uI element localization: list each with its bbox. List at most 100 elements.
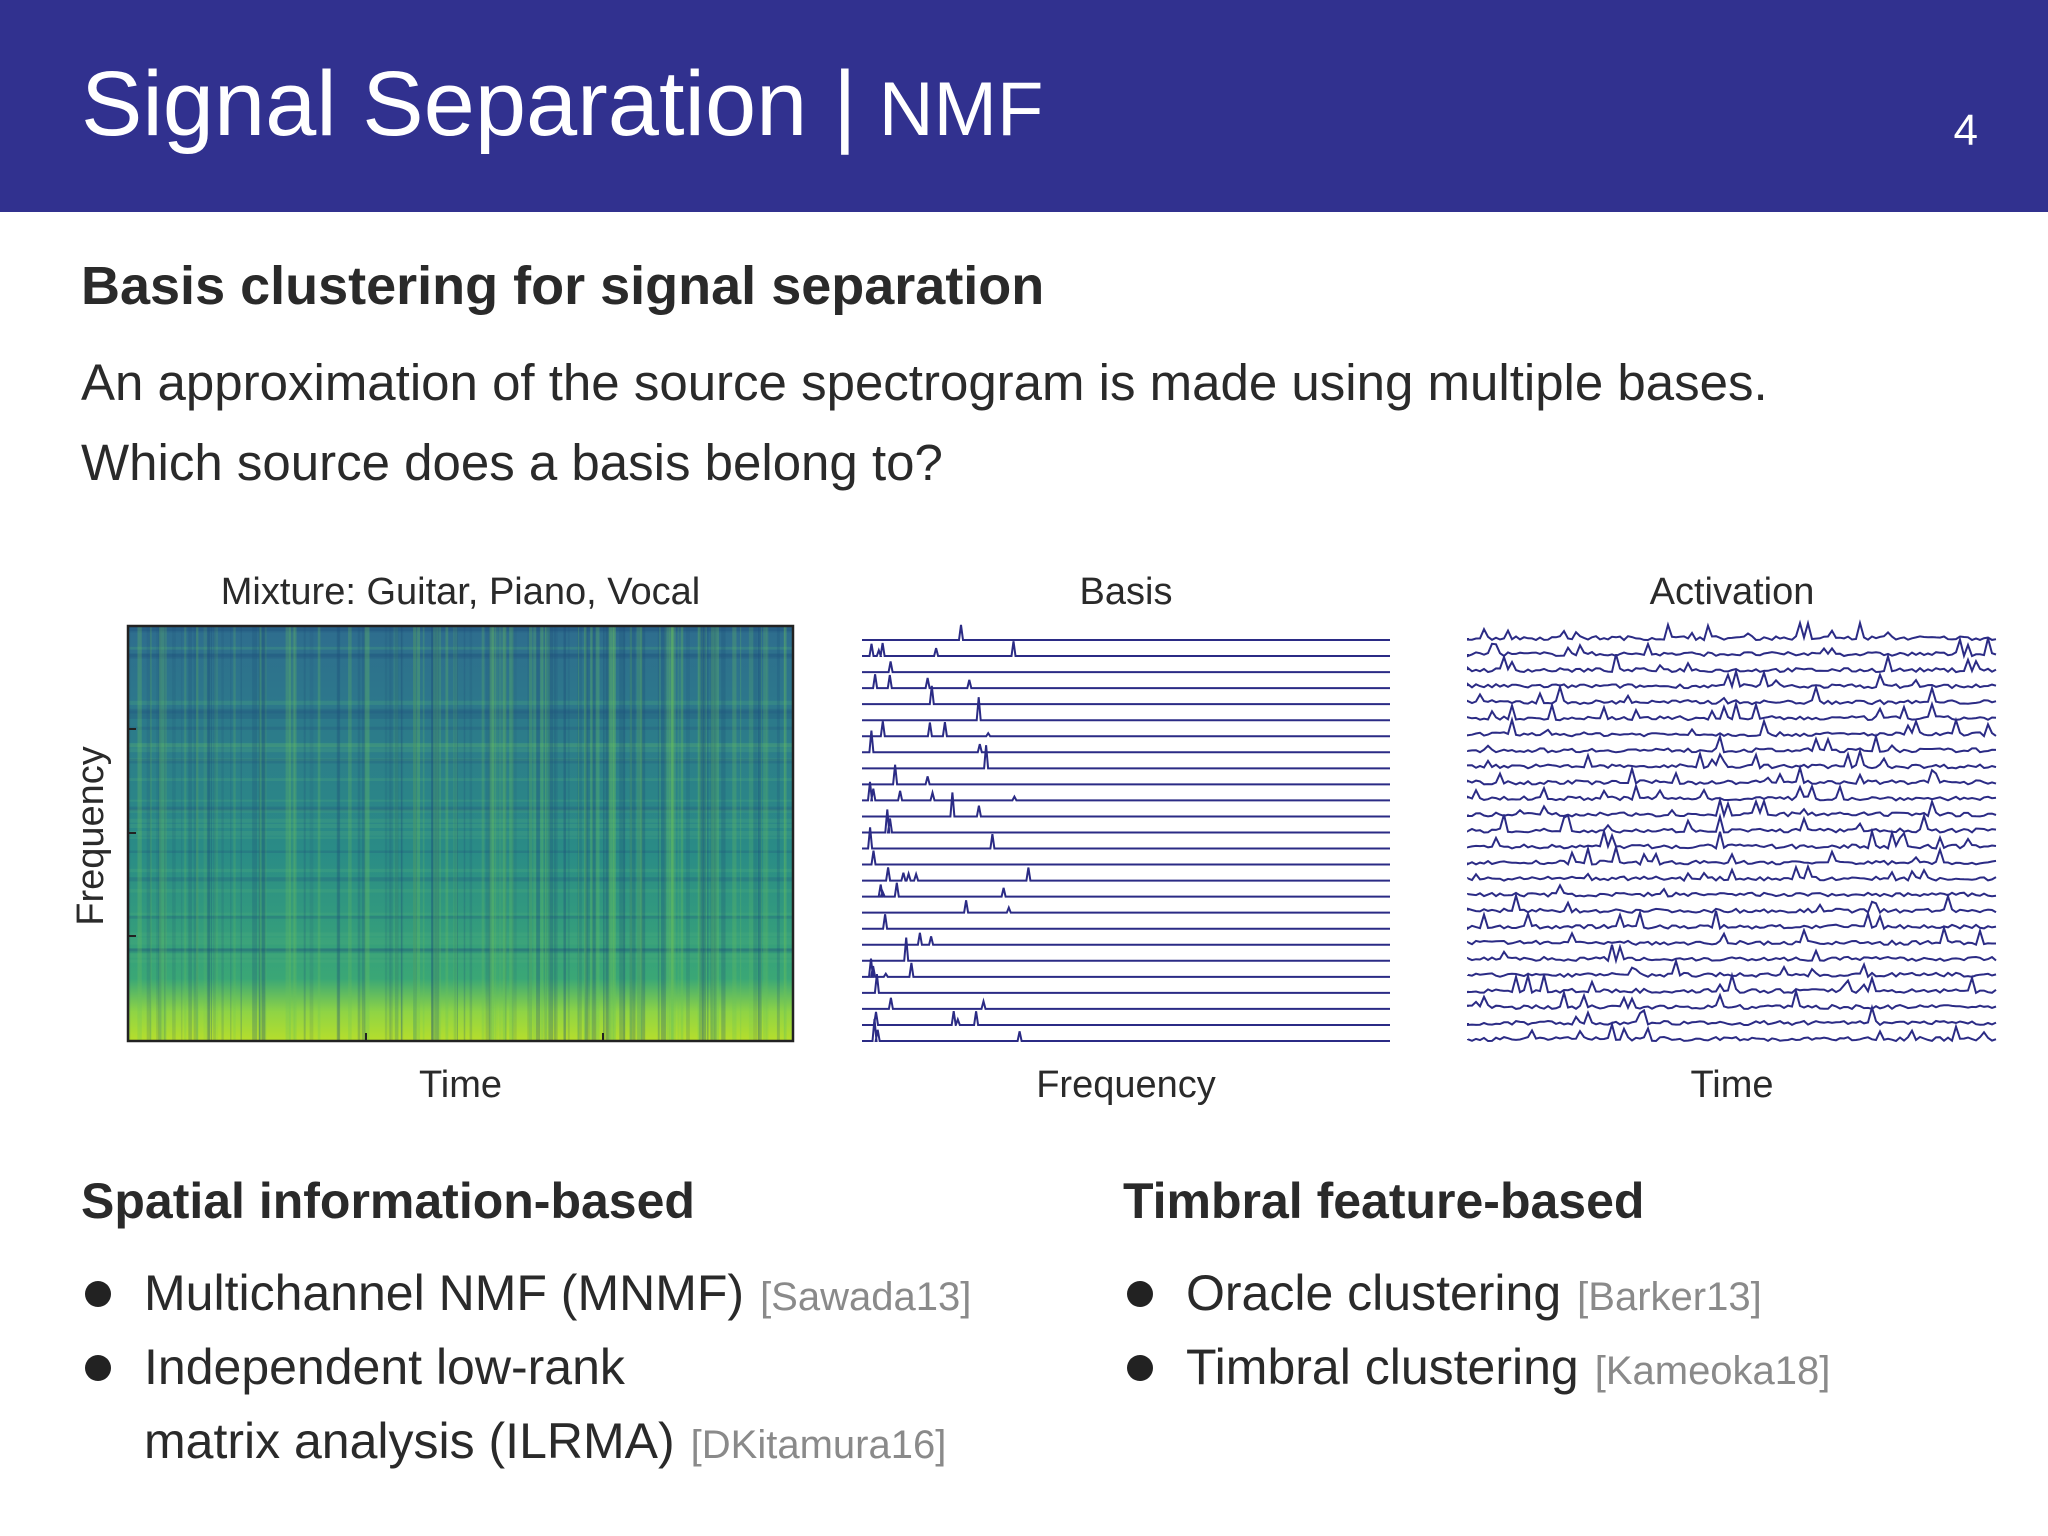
- spectrogram-stripe: [710, 626, 716, 1041]
- spectrogram-band: [128, 726, 793, 730]
- spectrogram-stripe: [583, 626, 587, 1041]
- spectrogram-stripe: [495, 626, 498, 1041]
- spectrogram-stripe: [434, 626, 440, 1041]
- activation-trace: [1467, 619, 1997, 642]
- activation-trace: [1467, 796, 1997, 819]
- spectrogram-stripe: [623, 626, 625, 1041]
- spectrogram-band: [128, 743, 793, 747]
- basis-trace: [862, 827, 1390, 850]
- spectrogram-band: [128, 653, 793, 657]
- spectrogram-stripe: [221, 626, 224, 1041]
- spectrogram-stripe: [258, 626, 261, 1041]
- basis-trace: [862, 973, 1390, 994]
- spectrogram-stripe: [481, 626, 485, 1041]
- basis-trace: [862, 958, 1390, 978]
- basis-trace: [862, 685, 1390, 706]
- basis-trace: [862, 1010, 1390, 1026]
- activation-trace: [1467, 667, 1997, 690]
- activation-trace: [1467, 716, 1997, 738]
- spectrogram-stripe: [740, 626, 742, 1041]
- spectrogram-stripe: [529, 626, 533, 1041]
- spectrogram-stripe: [417, 626, 421, 1041]
- activation-trace: [1467, 843, 1997, 867]
- spectrogram-band: [128, 809, 793, 813]
- spectrogram-stripe: [545, 626, 550, 1041]
- spectrogram-stripe: [384, 626, 388, 1041]
- spectrogram-stripe: [713, 626, 717, 1041]
- spectrogram-stripe: [491, 626, 497, 1041]
- spectrogram-stripe: [698, 626, 700, 1041]
- spectrogram-stripe: [149, 626, 152, 1041]
- spectrogram-stripe: [666, 626, 670, 1041]
- spectrogram-stripe: [285, 626, 291, 1041]
- activation-trace: [1467, 971, 1997, 995]
- spectrogram-stripe: [258, 626, 260, 1041]
- spectrogram-stripe: [657, 626, 660, 1041]
- spectrogram-stripe: [357, 626, 361, 1041]
- spectrogram-stripe: [760, 626, 762, 1041]
- spectrogram-stripe: [261, 626, 266, 1041]
- column-heading: Spatial information-based: [81, 1173, 695, 1229]
- spectrogram-stripe: [704, 626, 707, 1041]
- spectrogram-stripe: [413, 626, 417, 1041]
- citation: [Sawada13]: [760, 1275, 971, 1319]
- spectrogram-stripe: [595, 626, 600, 1041]
- spectrogram-stripe: [554, 626, 558, 1041]
- spectrogram-stripe: [533, 626, 537, 1041]
- basis-trace: [862, 867, 1390, 882]
- spectrogram-stripe: [485, 626, 490, 1041]
- basis-trace: [862, 641, 1390, 658]
- spectrogram-stripe: [664, 626, 667, 1041]
- spectrogram-stripe: [758, 626, 760, 1041]
- spectrogram-stripe: [309, 626, 314, 1041]
- spectrogram-band: [128, 818, 793, 823]
- figure-ylabel: Frequency: [70, 746, 112, 926]
- spectrogram-stripe: [389, 626, 393, 1041]
- spectrogram-stripe: [603, 626, 605, 1041]
- spectrogram-band: [128, 653, 793, 659]
- item-text: Timbral clustering: [1186, 1339, 1579, 1395]
- activation-trace: [1467, 957, 1997, 979]
- spectrogram-stripe: [659, 626, 661, 1041]
- spectrogram-stripe: [539, 626, 544, 1041]
- activation-trace: [1467, 683, 1997, 706]
- spectrogram-stripe: [623, 626, 626, 1041]
- spectrogram-stripe: [164, 626, 166, 1041]
- spectrogram-band: [128, 629, 793, 633]
- basis-trace: [862, 914, 1390, 930]
- spectrogram-stripe: [240, 626, 242, 1041]
- spectrogram-band: [128, 953, 793, 958]
- basis-trace: [862, 809, 1390, 834]
- spectrogram-stripe: [413, 626, 417, 1041]
- spectrogram-stripe: [509, 626, 514, 1041]
- spectrogram-stripe: [567, 626, 570, 1041]
- activation-trace: [1467, 699, 1997, 722]
- spectrogram-band: [128, 710, 793, 716]
- spectrogram-stripe: [489, 626, 494, 1041]
- spectrogram-stripe: [637, 626, 642, 1041]
- spectrogram-stripe: [748, 626, 754, 1041]
- citation: [Barker13]: [1577, 1275, 1762, 1319]
- spectrogram-stripe: [498, 626, 502, 1041]
- spectrogram-stripe: [188, 626, 192, 1041]
- figure-title: Mixture: Guitar, Piano, Vocal: [221, 571, 700, 613]
- spectrogram-stripe: [584, 626, 589, 1041]
- spectrogram-stripe: [592, 626, 597, 1041]
- activation-trace: [1467, 943, 1997, 965]
- spectrogram-stripe: [629, 626, 632, 1041]
- activation-trace: [1467, 924, 1996, 947]
- spectrogram-band: [128, 937, 793, 940]
- spectrogram-band: [128, 850, 793, 853]
- figures: Mixture: Guitar, Piano, Vocal Time Frequen…: [70, 571, 1997, 1106]
- citation: [Kameoka18]: [1595, 1349, 1831, 1393]
- spectrogram-stripe: [766, 626, 769, 1041]
- spectrogram-stripe: [641, 626, 646, 1041]
- spectrogram-stripe: [361, 626, 365, 1041]
- activation-trace: [1467, 764, 1997, 786]
- spectrogram-band: [128, 748, 793, 753]
- item-text: matrix analysis (ILRMA): [144, 1413, 675, 1469]
- basis-trace: [862, 792, 1390, 818]
- spectrogram-stripe: [636, 626, 642, 1041]
- title-main: Signal Separation |: [81, 53, 857, 155]
- spectrogram-stripe: [609, 626, 614, 1041]
